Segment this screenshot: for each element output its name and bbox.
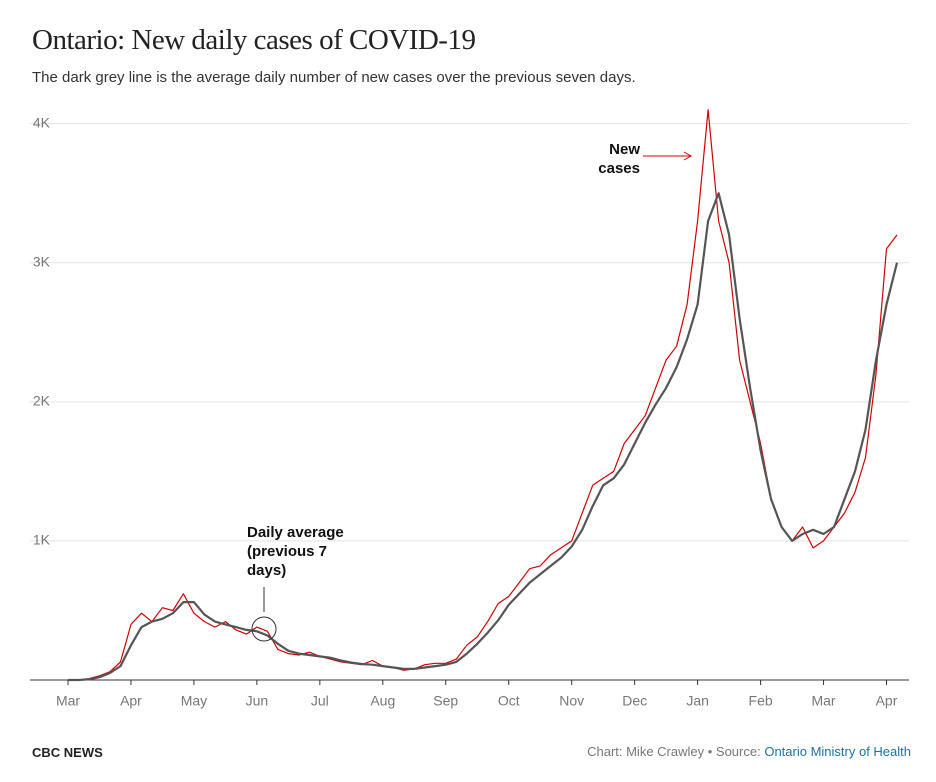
x-tick-label: May [181,693,207,709]
series-line [68,192,899,682]
x-tick-label: Jun [246,693,269,709]
x-tick-label: Apr [876,693,898,709]
x-tick-label: Aug [370,693,395,709]
x-tick-label: Feb [749,693,773,709]
chart-subtitle: The dark grey line is the average daily … [32,69,636,86]
annotation-circle [251,616,277,642]
x-tick-label: Sep [433,693,458,709]
brand: CBC NEWS [32,745,103,760]
annotation-new-cases: New cases [598,141,640,177]
y-tick-label: 3K [33,253,51,269]
x-tick-label: Jan [686,693,709,709]
annotation-arrowhead [683,151,693,161]
source: Chart: Mike Crawley • Source: Ontario Mi… [587,744,911,759]
x-tick-label: Mar [811,693,835,709]
x-tick-label: Jul [311,693,329,709]
source-prefix: Chart: Mike Crawley • Source: [587,744,761,759]
x-tick-label: Nov [559,693,584,709]
x-tick-label: Mar [56,693,80,709]
series-line [68,109,898,681]
y-tick-label: 2K [33,393,51,409]
annotation-daily-average: Daily average (previous 7 days) [247,524,344,579]
x-tick-label: Dec [622,693,647,709]
source-link[interactable]: Ontario Ministry of Health [764,744,911,759]
y-tick-label: 1K [33,532,51,548]
chart-title: Ontario: New daily cases of COVID-19 [32,24,476,56]
y-tick-label: 4K [33,114,51,130]
x-tick-label: Oct [498,693,520,709]
x-tick-label: Apr [120,693,142,709]
plot: 1K 2K 3K 4K Mar Apr May Jun Jul Aug Sep Oct Nov Dec Ja… [30,109,909,709]
